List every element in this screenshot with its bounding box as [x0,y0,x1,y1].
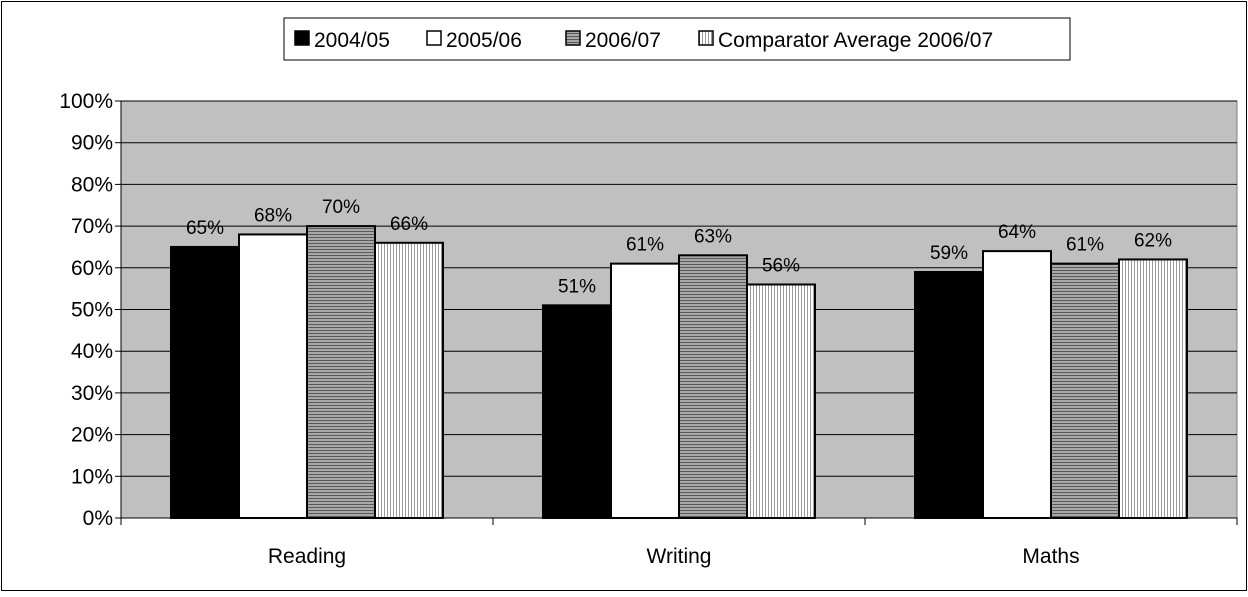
data-label: 70% [322,197,360,218]
data-label: 68% [254,205,292,226]
data-label: 65% [186,218,224,239]
legend-swatch [565,30,581,46]
data-label: 62% [1134,230,1172,251]
legend-box [283,17,1071,61]
y-tick-label: 70% [71,215,113,238]
x-tick-label: Maths [1022,545,1079,568]
data-label: 61% [1066,235,1104,256]
y-tick-label: 10% [71,465,113,488]
y-tick-label: 30% [71,382,113,405]
y-tick-label: 50% [71,299,113,322]
bar [238,233,308,519]
data-label: 51% [558,276,596,297]
bar [746,283,816,520]
bar [306,225,376,519]
legend: 2004/05 2005/06 2006/07 Comparator Average … [283,17,1071,61]
bar [914,270,984,519]
y-tick-label: 40% [71,340,113,363]
data-label: 63% [694,226,732,247]
y-tick-label: 80% [71,173,113,196]
legend-swatch [698,30,714,46]
x-tick-label: Reading [268,545,346,568]
bar [678,254,748,519]
legend-swatch [294,30,310,46]
bar [610,262,680,519]
data-label: 64% [998,222,1036,243]
y-tick-label: 0% [83,507,113,530]
legend-label: 2004/05 [314,29,390,52]
bar [170,245,240,519]
y-tick-label: 20% [71,424,113,447]
bar [1050,262,1120,519]
bar [1118,258,1188,519]
y-tick-label: 60% [71,257,113,280]
data-label: 56% [762,255,800,276]
data-label: 59% [930,243,968,264]
legend-label: Comparator Average 2006/07 [718,29,993,52]
y-tick-label: 90% [71,132,113,155]
legend-label: 2005/06 [446,29,522,52]
data-label: 66% [390,214,428,235]
y-tick-label: 100% [59,90,113,113]
bar [374,241,444,519]
bar [982,250,1052,519]
bar [542,304,612,519]
legend-swatch [426,30,442,46]
legend-label: 2006/07 [585,29,661,52]
x-tick-label: Writing [647,545,712,568]
data-label: 61% [626,235,664,256]
